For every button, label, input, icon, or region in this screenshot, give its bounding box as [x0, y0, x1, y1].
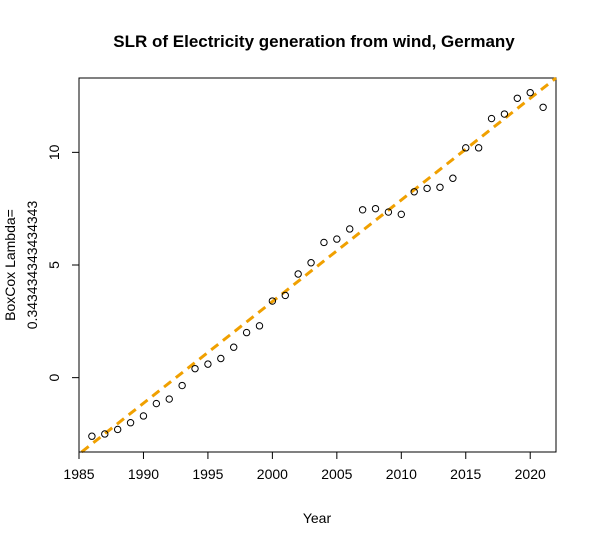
data-point: [410, 188, 418, 196]
x-tick-label: 2010: [386, 466, 417, 482]
x-tick-label: 2000: [257, 466, 288, 482]
data-point: [126, 419, 135, 427]
data-point: [101, 430, 109, 438]
data-point: [513, 94, 522, 102]
x-tick-label: 1990: [128, 466, 159, 482]
data-point: [462, 144, 470, 152]
fit-line-layer: [80, 76, 557, 454]
data-point: [139, 412, 148, 420]
y-axis-label-line-2: 0.343434343434343: [24, 201, 40, 330]
data-point: [526, 88, 534, 97]
y-tick-label: 5: [46, 261, 62, 269]
data-point: [371, 204, 380, 213]
data-point: [333, 235, 341, 243]
data-point: [268, 297, 277, 305]
data-point: [88, 432, 96, 440]
data-point: [346, 225, 354, 233]
data-point: [500, 110, 509, 118]
data-point: [294, 270, 302, 278]
y-axis-label: BoxCox Lambda= 0.343434343434343: [2, 201, 40, 330]
x-axis: 1985 1990 1995 2000 2005 2010 2015 2020: [63, 451, 546, 482]
data-point: [113, 425, 122, 434]
data-point: [307, 259, 315, 267]
data-point: [204, 360, 212, 368]
y-tick-label: 10: [46, 144, 62, 160]
points-layer: [88, 88, 547, 440]
data-point: [152, 399, 161, 408]
chart-title: SLR of Electricity generation from wind,…: [113, 32, 515, 51]
data-point: [487, 114, 496, 123]
data-point: [384, 208, 393, 216]
y-axis: 0 5 10: [46, 144, 80, 382]
data-point: [255, 322, 264, 330]
data-point: [191, 364, 199, 373]
x-axis-label: Year: [303, 510, 332, 526]
data-point: [436, 183, 444, 191]
x-tick-label: 2020: [515, 466, 546, 482]
x-tick-label: 1985: [63, 466, 94, 482]
data-point: [178, 381, 186, 390]
data-point: [539, 103, 547, 111]
fit-line: [80, 76, 557, 454]
data-point: [165, 395, 173, 403]
y-tick-label: 0: [46, 374, 62, 382]
data-point: [281, 291, 289, 300]
x-tick-label: 1995: [192, 466, 223, 482]
y-axis-label-line-1: BoxCox Lambda=: [2, 209, 18, 321]
data-point: [449, 174, 457, 182]
x-tick-label: 2015: [450, 466, 481, 482]
x-tick-label: 2005: [321, 466, 352, 482]
data-point: [217, 354, 225, 363]
data-point: [320, 238, 328, 247]
data-point: [358, 206, 367, 214]
data-point: [474, 144, 483, 152]
data-point: [242, 328, 251, 337]
data-point: [397, 210, 405, 219]
data-point: [423, 184, 431, 193]
data-point: [230, 343, 238, 351]
